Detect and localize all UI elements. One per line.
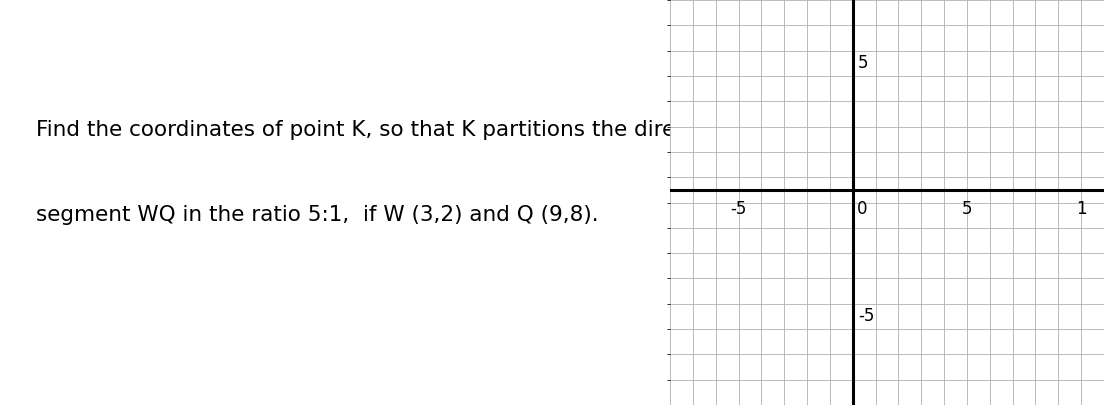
Text: Find the coordinates of point K, so that K partitions the directed: Find the coordinates of point K, so that… bbox=[36, 119, 722, 140]
Text: 5: 5 bbox=[858, 54, 869, 72]
Text: 5: 5 bbox=[962, 200, 973, 218]
Text: -5: -5 bbox=[858, 307, 874, 325]
Text: 0: 0 bbox=[857, 200, 868, 218]
Text: segment WQ in the ratio 5:1,  if W (3,2) and Q (9,8).: segment WQ in the ratio 5:1, if W (3,2) … bbox=[36, 205, 598, 225]
Text: 1: 1 bbox=[1076, 200, 1086, 218]
Text: -5: -5 bbox=[731, 200, 746, 218]
